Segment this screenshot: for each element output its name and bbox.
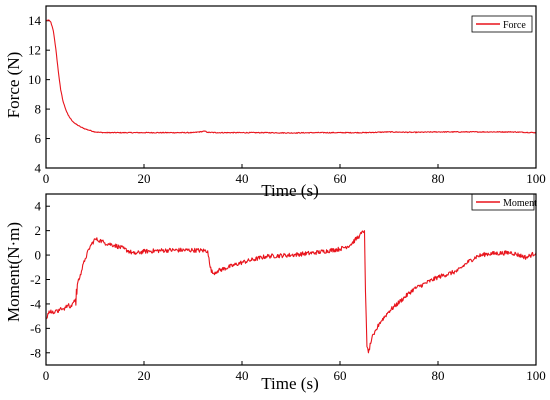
moment-x-ticks: 0 20 40 60 80 100 [43,361,546,383]
moment-x-tick-label: 0 [43,368,50,383]
force-y-tick-label: 10 [28,72,41,87]
moment-y-ticks: -8 -6 -4 -2 0 2 4 [30,199,50,360]
moment-x-tick-label: 100 [526,368,546,383]
moment-series-group [45,230,537,354]
moment-y-tick-label: 0 [35,248,42,263]
force-legend: Force [471,15,533,33]
force-x-ticks: 0 20 40 60 80 100 [43,164,546,186]
moment-series-line [45,230,537,354]
moment-y-tick-label: 4 [35,199,42,214]
moment-y-tick-label: -6 [30,321,41,336]
force-x-tick-label: 40 [236,171,249,186]
moment-y-tick-label: -2 [30,272,41,287]
moment-x-axis-title: Time (s) [261,374,318,393]
force-y-ticks: 4 6 8 10 12 14 [28,13,50,176]
force-x-tick-label: 100 [526,171,546,186]
force-x-tick-label: 20 [138,171,151,186]
force-x-axis-title: Time (s) [261,181,318,200]
force-x-tick-label: 60 [334,171,347,186]
moment-x-tick-label: 80 [432,368,445,383]
force-panel: Force (N) Time (s) 4 6 8 10 12 14 0 20 40 60 80 10… [4,5,546,200]
force-y-tick-label: 8 [35,102,42,117]
moment-x-tick-label: 20 [138,368,151,383]
moment-y-tick-label: -8 [30,345,41,360]
force-y-axis-title: Force (N) [4,52,23,119]
moment-panel: Moment(N·m) Time (s) -8 -6 -4 -2 0 2 4 0 20 40 60… [4,193,546,393]
force-series-line [45,19,537,134]
force-x-tick-label: 80 [432,171,445,186]
force-y-tick-label: 4 [35,161,42,176]
moment-y-tick-label: -4 [30,296,41,311]
force-y-tick-label: 12 [28,43,41,58]
force-series-group [45,19,537,134]
moment-legend: Moment [471,193,537,211]
force-plot-frame [45,5,537,169]
force-legend-box [471,15,533,33]
force-y-tick-label: 14 [28,13,42,28]
moment-y-tick-label: 2 [35,223,42,238]
moment-x-tick-label: 60 [334,368,347,383]
force-legend-label: Force [503,20,526,31]
force-y-tick-label: 6 [35,131,42,146]
moment-x-tick-label: 40 [236,368,249,383]
force-x-tick-label: 0 [43,171,50,186]
moment-y-axis-title: Moment(N·m) [4,222,23,322]
moment-plot-frame [45,193,537,366]
moment-legend-label: Moment [503,198,537,209]
